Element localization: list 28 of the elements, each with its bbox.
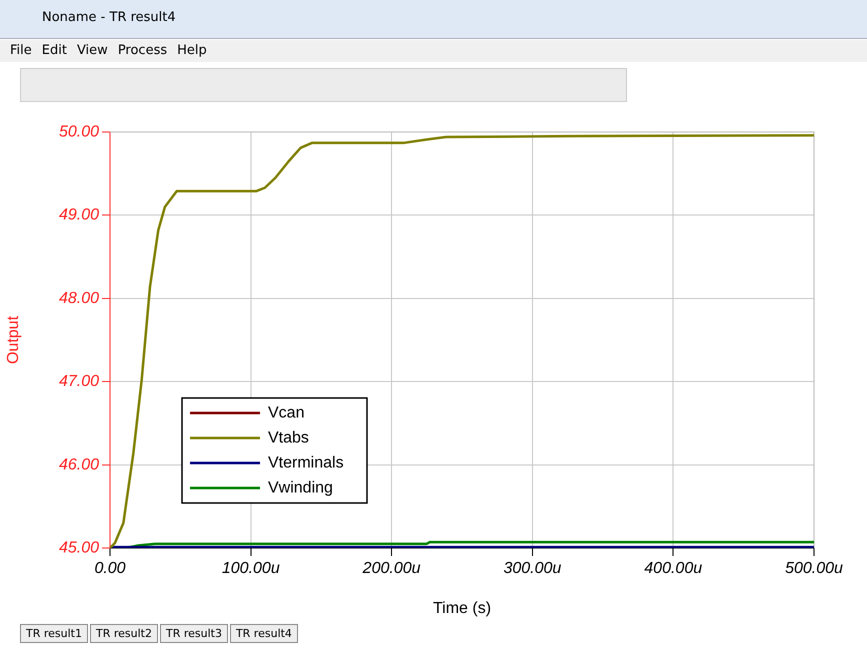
text: Edit <box>42 43 67 58</box>
legend-label: Vwinding <box>268 479 333 496</box>
y-tick-label: 50.00 <box>58 123 100 140</box>
chart-title: Noname - TR result4 <box>42 10 176 25</box>
x-tick-label: 0.00 <box>94 560 126 578</box>
text: TR result3 <box>160 624 228 643</box>
x-tick-label: 500.00u <box>785 560 844 578</box>
x-tick-label: 200.00u <box>362 560 421 578</box>
text: TR result4 <box>230 624 298 643</box>
x-tick-label: 100.00u <box>222 560 280 578</box>
legend-label: Vcan <box>268 404 304 422</box>
x-tick-label: 300.00u <box>503 560 562 578</box>
y-tick-label: 48.00 <box>58 290 100 307</box>
y-axis-title: Output <box>5 315 22 364</box>
y-tick-label: 45.00 <box>58 539 100 556</box>
y-tick-label: 49.00 <box>58 206 100 224</box>
x-tick-label: 400.00u <box>644 560 702 578</box>
text: View <box>76 43 108 58</box>
y-tick-label: 47.00 <box>58 373 100 390</box>
legend-label: Vtabs <box>268 429 309 446</box>
y-tick-label: 46.00 <box>58 456 100 474</box>
text: Process <box>118 43 168 58</box>
text: TR result2 <box>90 624 158 643</box>
text: File <box>10 43 32 58</box>
legend-label: Vterminals <box>268 454 344 472</box>
text: Help <box>177 43 207 58</box>
text: TR result1 <box>20 624 88 643</box>
x-axis-title: Time (s) <box>432 600 492 617</box>
